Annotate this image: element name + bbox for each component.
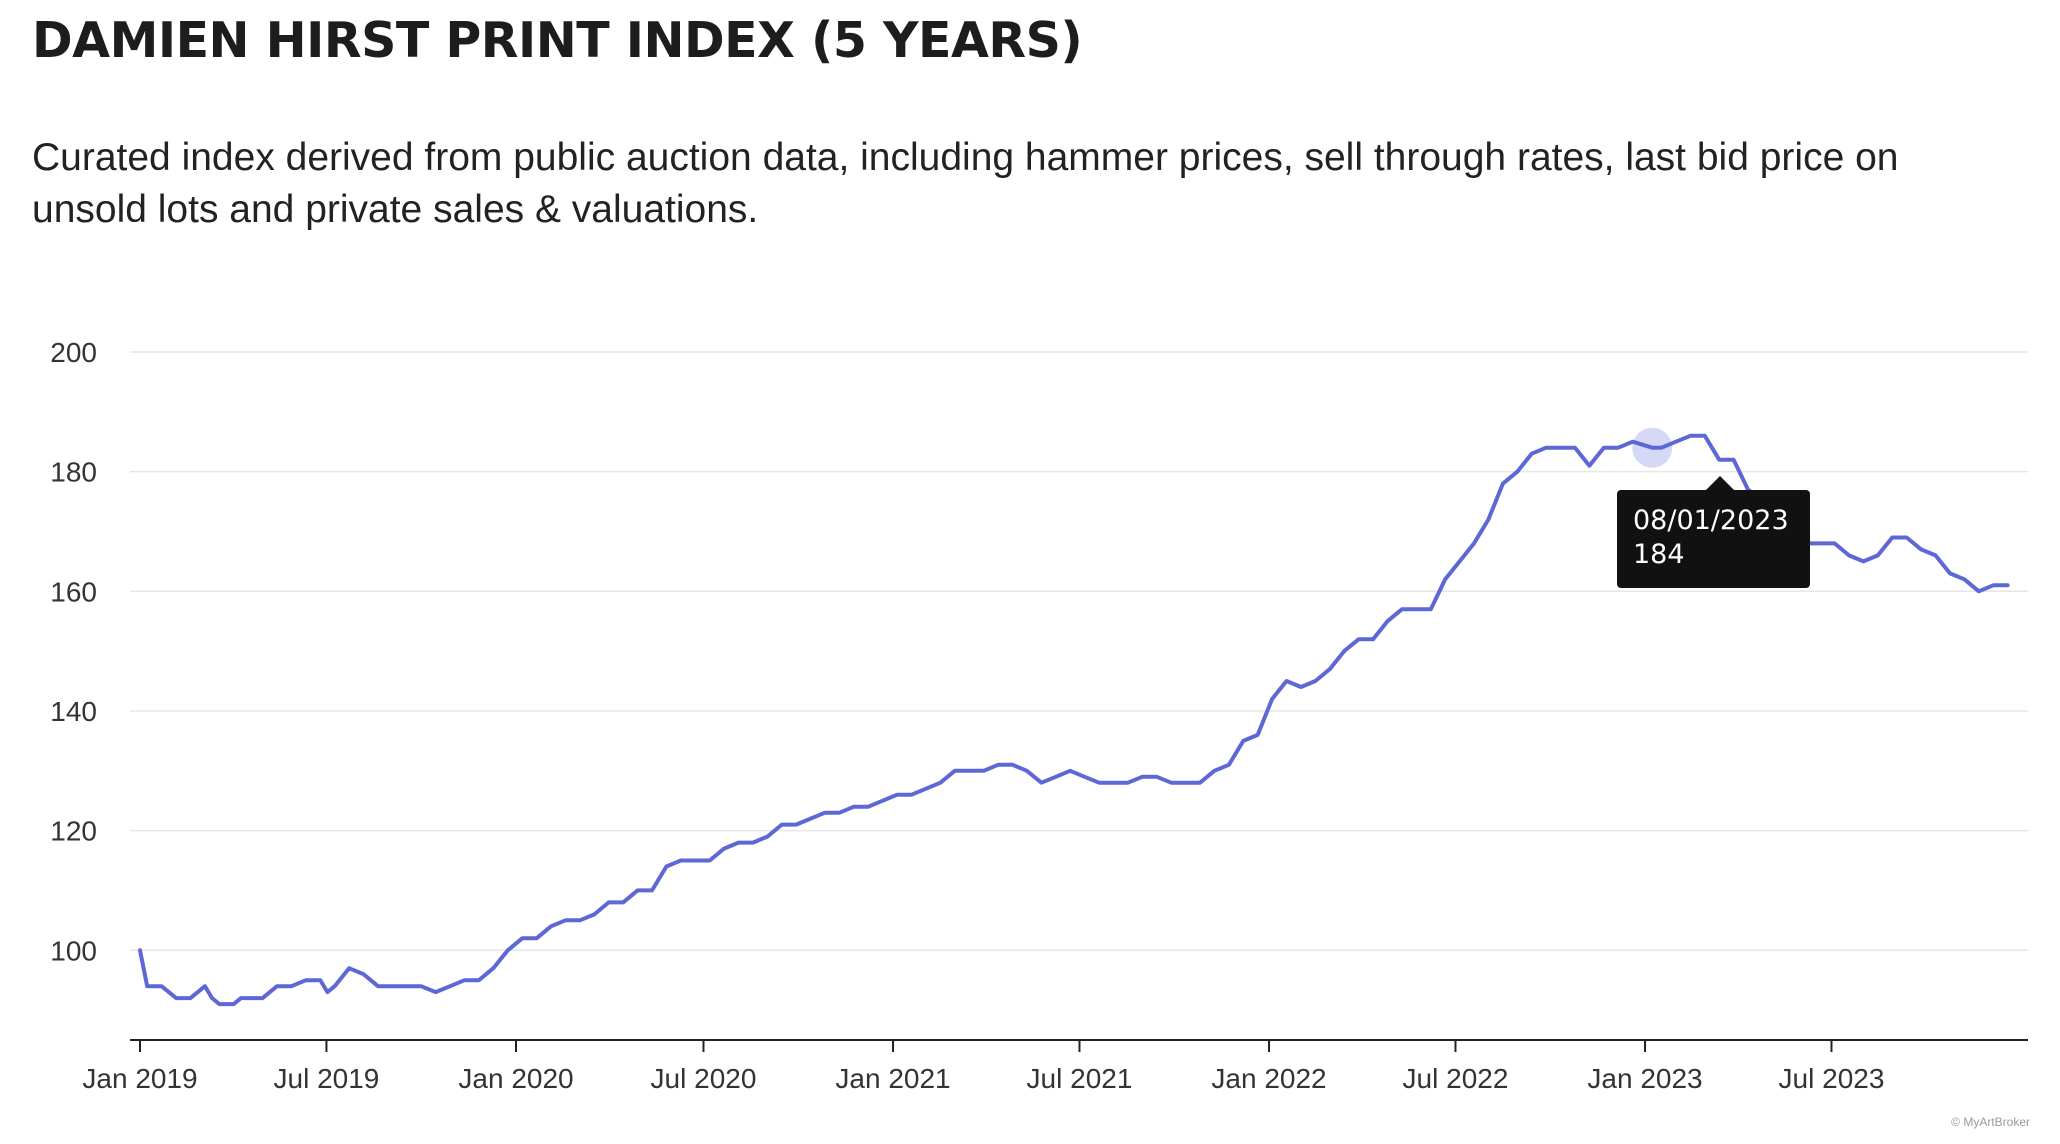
y-tick-label: 160: [50, 576, 97, 607]
x-tick-label: Jul 2019: [274, 1063, 380, 1094]
x-tick-label: Jan 2019: [82, 1063, 197, 1094]
x-tick-label: Jan 2023: [1587, 1063, 1702, 1094]
x-tick-label: Jan 2021: [835, 1063, 950, 1094]
gridlines: [130, 351, 2028, 952]
y-tick-label: 100: [50, 935, 97, 966]
series-line: [138, 433, 2010, 1007]
highlight-point: [1632, 427, 1673, 468]
plot-area: [138, 427, 2010, 1007]
x-tick-label: Jul 2021: [1027, 1063, 1133, 1094]
y-tick-label: 200: [50, 337, 97, 368]
y-tick-label: 140: [50, 696, 97, 727]
x-tick-label: Jul 2022: [1403, 1063, 1509, 1094]
x-tick-label: Jul 2023: [1779, 1063, 1885, 1094]
x-tick-label: Jul 2020: [651, 1063, 757, 1094]
y-axis: 100 120 140 160 180 200: [50, 337, 97, 966]
x-tick-label: Jan 2020: [458, 1063, 573, 1094]
chart-subtitle: Curated index derived from public auctio…: [32, 136, 1899, 231]
tooltip-date: 08/01/2023: [1633, 505, 1789, 536]
tooltip-value: 184: [1633, 539, 1685, 570]
y-tick-label: 120: [50, 816, 97, 847]
y-tick-label: 180: [50, 457, 97, 488]
hover-tooltip: 08/01/2023 184: [1617, 476, 1810, 588]
x-tick-label: Jan 2022: [1211, 1063, 1326, 1094]
chart-title: DAMIEN HIRST PRINT INDEX (5 YEARS): [32, 12, 1083, 69]
x-axis: Jan 2019 Jul 2019 Jan 2020 Jul 2020 Jan 2021…: [82, 1039, 2028, 1094]
credit-text: © MyArtBroker: [1951, 1115, 2030, 1129]
